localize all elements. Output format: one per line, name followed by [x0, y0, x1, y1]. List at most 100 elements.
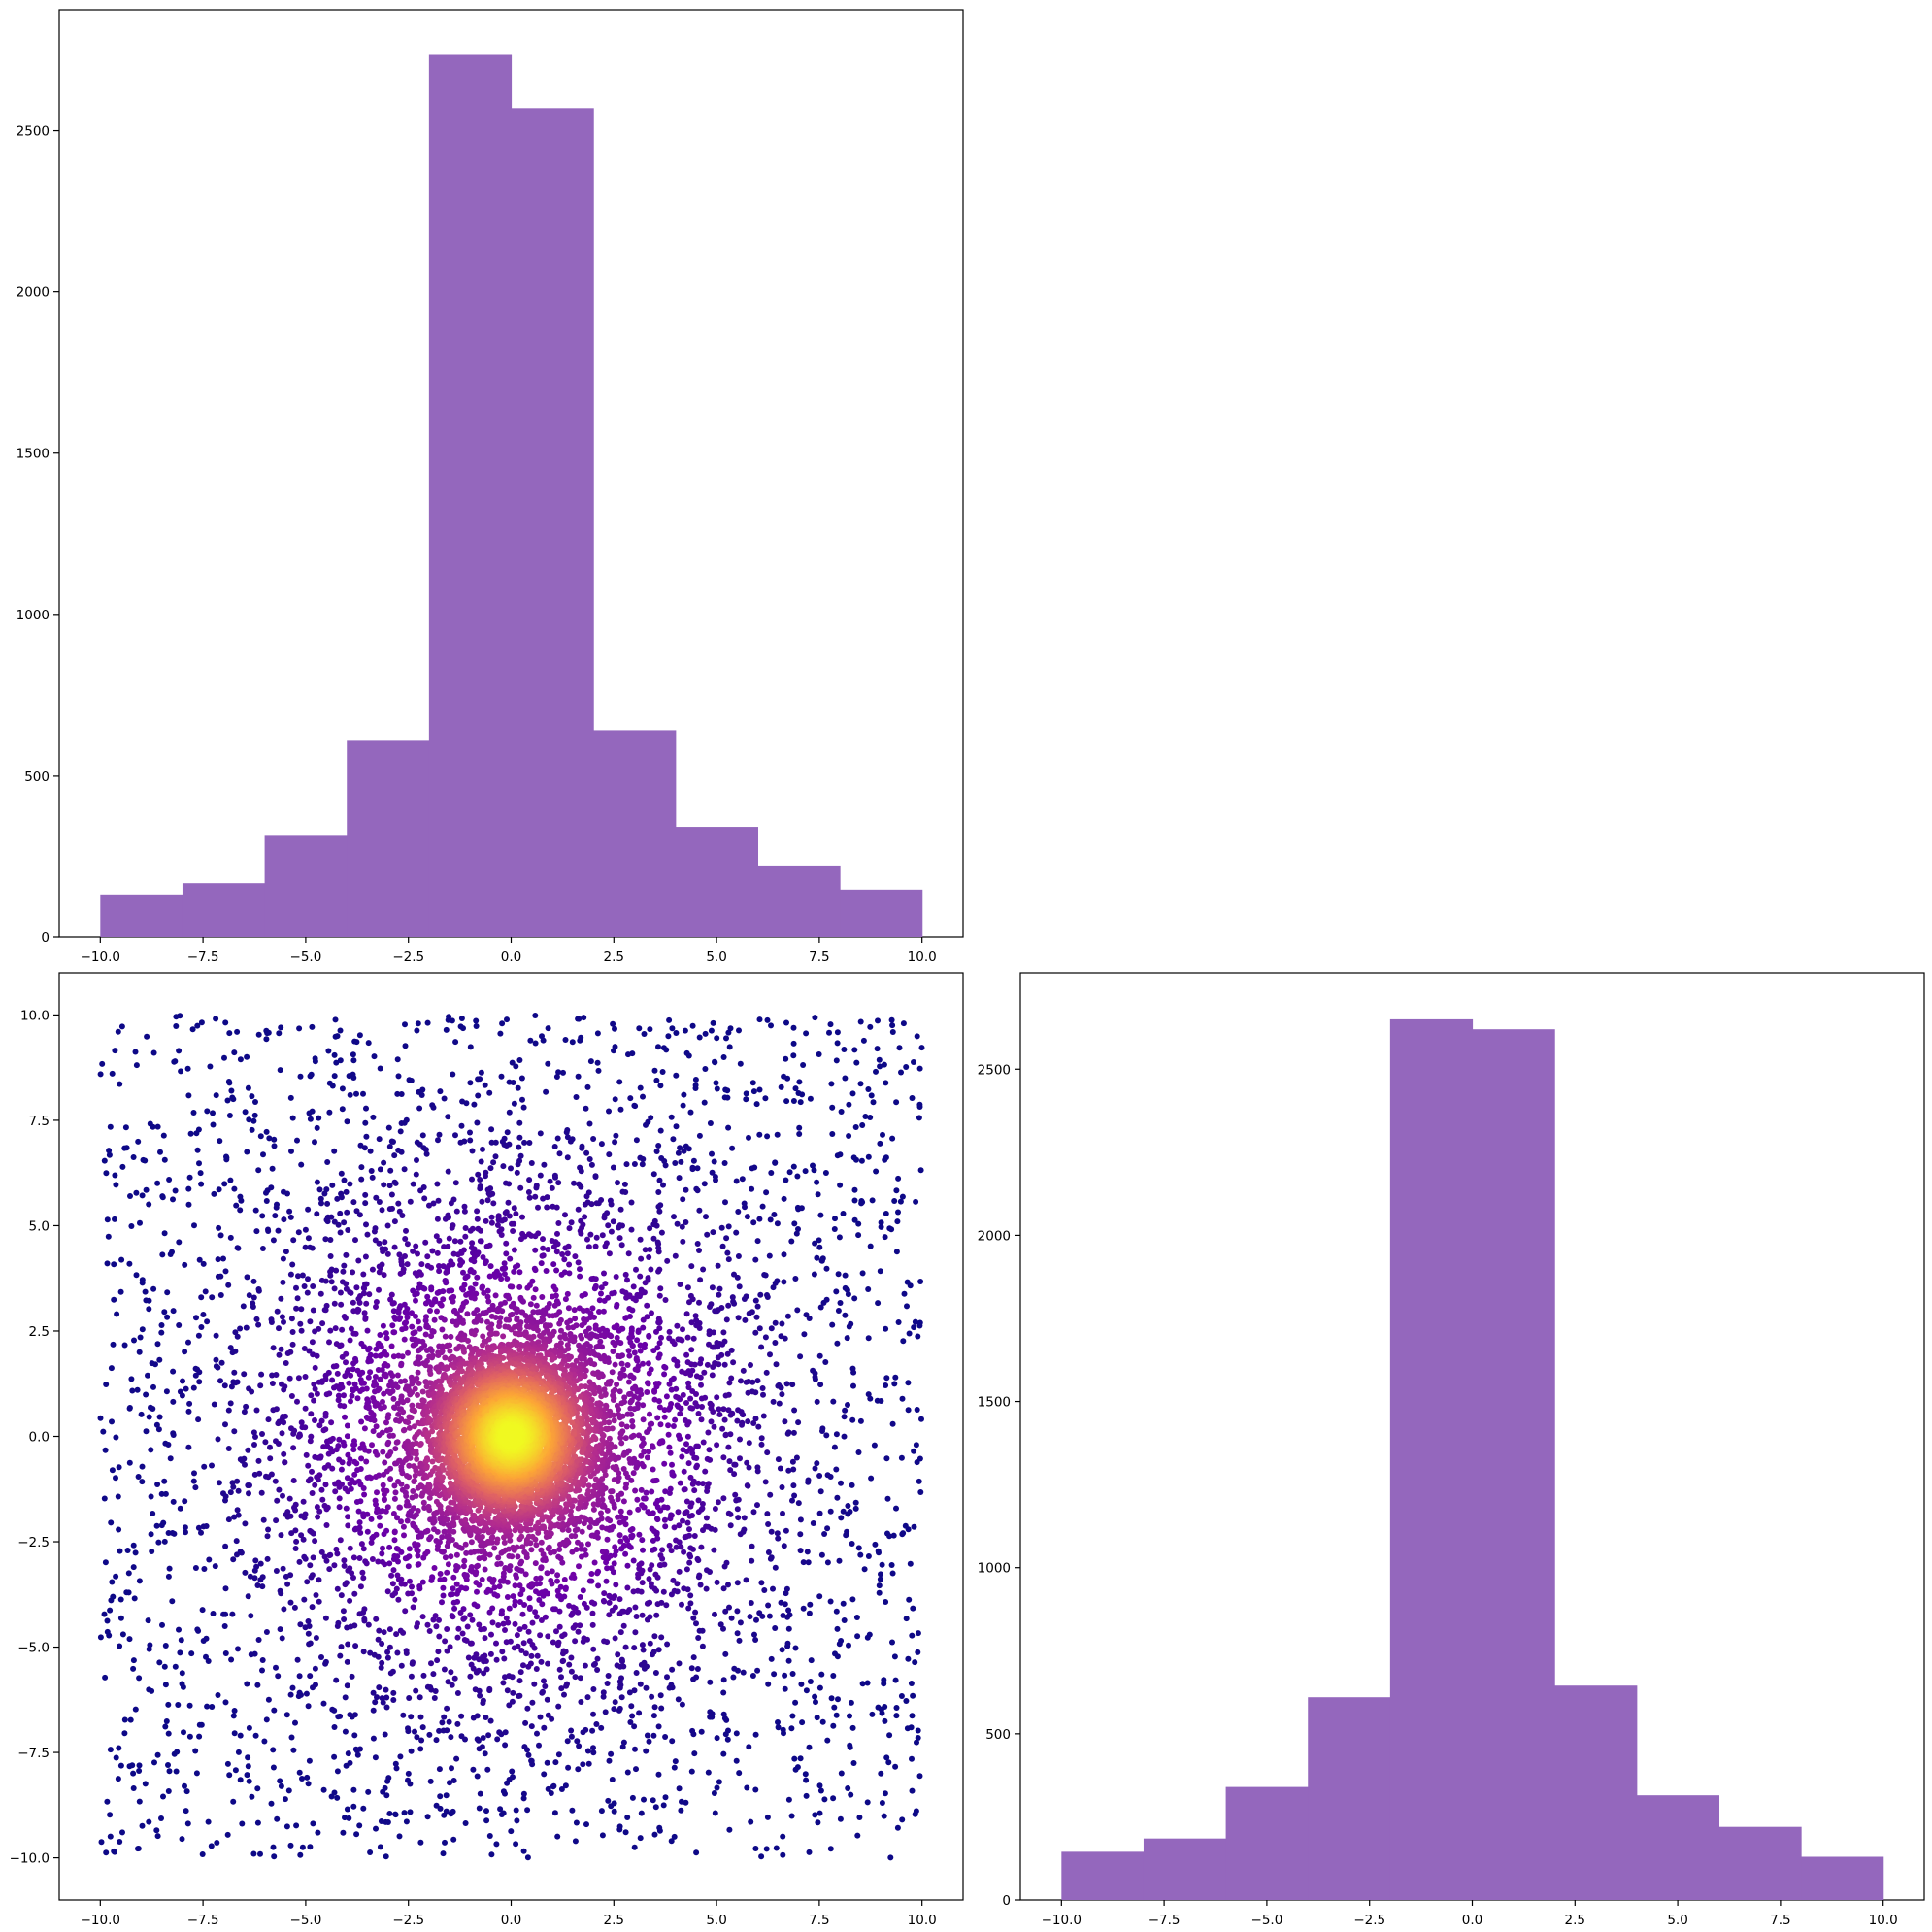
scatter-point	[668, 1682, 675, 1688]
scatter-point	[537, 1632, 544, 1639]
scatter-point	[758, 1853, 765, 1860]
scatter-point	[386, 1560, 393, 1567]
scatter-point	[350, 1051, 356, 1058]
scatter-point	[915, 1333, 921, 1340]
scatter-point	[611, 1477, 617, 1483]
scatter-point	[734, 1608, 741, 1615]
scatter-point	[610, 1349, 616, 1354]
scatter-point	[289, 1341, 296, 1348]
scatter-point	[310, 1554, 316, 1561]
scatter-point	[492, 1292, 499, 1299]
scatter-point	[529, 1699, 536, 1706]
scatter-point	[555, 1220, 562, 1226]
scatter-point	[226, 1080, 233, 1086]
scatter-point	[518, 1648, 525, 1653]
scatter-point	[442, 1354, 449, 1361]
scatter-point	[586, 1524, 593, 1531]
scatter-point	[773, 1845, 780, 1851]
scatter-point	[196, 1733, 203, 1740]
scatter-point	[653, 1328, 659, 1335]
scatter-point	[408, 1415, 415, 1421]
scatter-point	[278, 1532, 284, 1539]
scatter-point	[553, 1267, 560, 1274]
scatter-point	[394, 1090, 401, 1097]
scatter-point	[225, 1516, 232, 1523]
scatter-point	[257, 1133, 264, 1140]
scatter-point	[288, 1316, 295, 1322]
scatter-point	[684, 1359, 691, 1366]
scatter-point	[289, 1329, 296, 1335]
scatter-point	[914, 1739, 919, 1746]
scatter-point	[429, 1574, 436, 1581]
scatter-point	[865, 1153, 872, 1160]
scatter-point	[283, 1823, 290, 1830]
scatter-point	[408, 1748, 415, 1754]
scatter-point	[192, 1484, 199, 1491]
scatter-point	[130, 1770, 137, 1777]
scatter-point	[343, 1580, 350, 1586]
scatter-point	[656, 1208, 663, 1215]
scatter-point	[636, 1531, 643, 1538]
scatter-point	[416, 1694, 423, 1701]
scatter-point	[419, 1579, 426, 1585]
scatter-point	[119, 1829, 125, 1836]
scatter-point	[281, 1419, 287, 1426]
scatter-point	[482, 1260, 488, 1267]
scatter-point	[619, 1188, 626, 1195]
scatter-point	[889, 1570, 896, 1577]
scatter-point	[444, 1705, 450, 1712]
scatter-point	[780, 1613, 786, 1618]
scatter-point	[593, 1344, 600, 1350]
scatter-point	[380, 1545, 385, 1551]
scatter-point	[185, 1185, 192, 1192]
scatter-point	[629, 1794, 636, 1801]
scatter-point	[895, 1175, 902, 1182]
scatter-point	[721, 1361, 728, 1368]
scatter-point	[166, 1768, 173, 1775]
scatter-point	[797, 1099, 804, 1106]
scatter-point	[915, 1735, 921, 1741]
scatter-point	[855, 1545, 862, 1551]
scatter-point	[516, 1325, 523, 1332]
scatter-point	[911, 1448, 917, 1454]
scatter-point	[564, 1154, 571, 1161]
scatter-point	[117, 1839, 123, 1845]
scatter-point	[348, 1325, 354, 1332]
scatter-point	[529, 1619, 536, 1626]
scatter-point	[621, 1181, 628, 1187]
scatter-point	[404, 1315, 411, 1320]
scatter-point	[361, 1380, 367, 1386]
scatter-point	[404, 1261, 411, 1268]
scatter-point	[888, 1016, 895, 1023]
scatter-point	[583, 1726, 589, 1733]
scatter-point	[446, 1718, 452, 1725]
scatter-point	[405, 1725, 411, 1732]
scatter-point	[891, 1381, 898, 1387]
scatter-point	[244, 1274, 250, 1281]
scatter-point	[690, 1654, 697, 1661]
scatter-point	[683, 1186, 689, 1193]
scatter-point	[742, 1316, 749, 1323]
scatter-point	[291, 1427, 298, 1434]
scatter-point	[383, 1853, 389, 1860]
scatter-point	[725, 1302, 732, 1309]
scatter-point	[655, 1647, 662, 1653]
scatter-point	[669, 1025, 676, 1032]
scatter-point	[884, 1530, 890, 1537]
scatter-point	[208, 1843, 215, 1849]
scatter-point	[453, 1563, 460, 1569]
scatter-point	[565, 1305, 572, 1312]
scatter-point	[889, 1639, 895, 1646]
scatter-point	[450, 1071, 456, 1078]
scatter-point	[364, 1231, 371, 1238]
scatter-point	[449, 1017, 455, 1024]
scatter-point	[373, 1825, 379, 1832]
scatter-point	[752, 1416, 759, 1422]
scatter-point	[455, 1251, 461, 1258]
scatter-point	[362, 1200, 369, 1207]
scatter-point	[509, 1220, 515, 1227]
scatter-point	[203, 1523, 210, 1529]
scatter-point	[528, 1160, 535, 1166]
scatter-point	[665, 1431, 672, 1438]
scatter-point	[770, 1585, 776, 1592]
